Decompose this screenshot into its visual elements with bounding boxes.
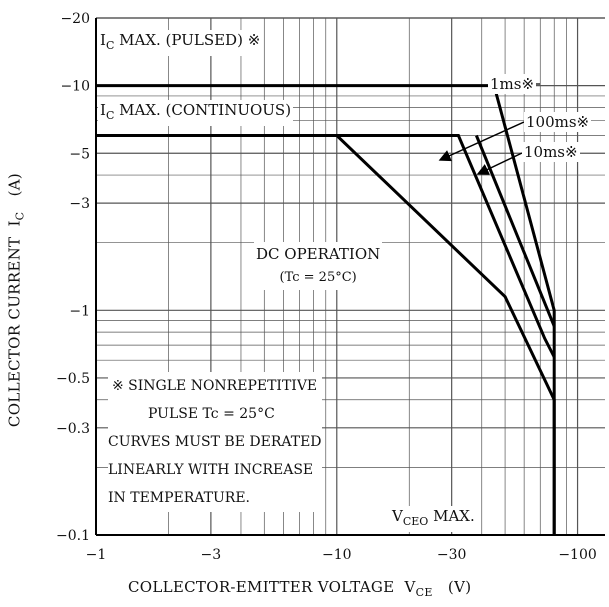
dc-condition-text: (Tc = 25°C) <box>279 270 357 285</box>
note-line-2: PULSE Tc = 25°C <box>148 406 275 422</box>
x-axis-label: COLLECTOR-EMITTER VOLTAGE <box>128 578 395 596</box>
vceo-symbol: V <box>392 507 403 525</box>
ic-sub-2: C <box>105 109 115 122</box>
x-axis-unit: (V) <box>447 578 472 596</box>
y-tick-label: −0.5 <box>56 371 90 387</box>
y-axis-sub: C <box>13 211 27 221</box>
x-axis-title: COLLECTOR-EMITTER VOLTAGE VCE (V) <box>128 578 471 599</box>
x-tick-label: −30 <box>437 547 467 563</box>
one-ms-label: 1ms※ <box>488 74 537 94</box>
y-tick-label: −20 <box>60 11 90 27</box>
vceo-sub: CEO <box>402 515 429 528</box>
y-tick-label: −0.1 <box>56 528 90 544</box>
note-line-1: ※ SINGLE NONREPETITIVE <box>112 378 318 394</box>
ten-ms-label: 10ms※ <box>522 142 580 162</box>
ic-max-pulsed-label: IC MAX. (PULSED) ※ <box>98 30 263 56</box>
y-axis-symbol: I <box>5 220 24 227</box>
x-tick-label: −10 <box>322 547 352 563</box>
vceo-max-text: MAX. <box>433 507 475 525</box>
y-axis-unit: (A) <box>5 172 24 197</box>
x-tick-label: −3 <box>201 547 222 563</box>
ic-max-continuous-text: MAX. (CONTINUOUS) <box>119 101 292 119</box>
series-line-3 <box>96 134 556 535</box>
leader-100ms <box>438 121 525 162</box>
dc-operation-text: DC OPERATION <box>256 245 381 263</box>
axes <box>95 18 605 536</box>
ic-symbol-2: I <box>100 101 106 119</box>
note-line-5: IN TEMPERATURE. <box>108 490 250 506</box>
y-tick-label: −0.3 <box>56 421 90 437</box>
y-tick-label: −1 <box>69 303 90 319</box>
note-line-3: CURVES MUST BE DERATED <box>108 434 322 450</box>
y-axis-title: COLLECTOR CURRENT IC (A) <box>6 173 27 427</box>
note-line-4: LINEARLY WITH INCREASE <box>108 462 314 478</box>
y-axis-label: COLLECTOR CURRENT <box>5 236 24 428</box>
x-axis-symbol: V <box>404 578 416 596</box>
ic-max-continuous-label: IC MAX. (CONTINUOUS) <box>98 100 294 126</box>
vceo-max-label: VCEO MAX. <box>390 506 477 532</box>
leader-10ms <box>476 152 523 175</box>
ic-symbol: I <box>100 31 106 49</box>
series-group <box>96 83 556 535</box>
y-tick-label: −3 <box>69 196 90 212</box>
x-tick-label: −1 <box>86 547 107 563</box>
x-tick-label: −100 <box>558 547 596 563</box>
x-axis-sub: CE <box>415 586 433 599</box>
ic-sub: C <box>105 39 115 52</box>
y-tick-label: −5 <box>69 146 90 162</box>
notes-block: ※ SINGLE NONREPETITIVE PULSE Tc = 25°C C… <box>108 372 322 512</box>
dc-operation-label: DC OPERATION (Tc = 25°C) <box>254 242 383 290</box>
hundred-ms-label: 100ms※ <box>524 112 592 132</box>
tick-labels: −1 −3 −10 −30 −100 −20 −10 −5 −3 −1 −0.5 −0.3 −0.1 <box>56 11 597 563</box>
y-tick-label: −10 <box>60 79 90 95</box>
ic-max-pulsed-text: MAX. (PULSED) ※ <box>119 31 261 49</box>
